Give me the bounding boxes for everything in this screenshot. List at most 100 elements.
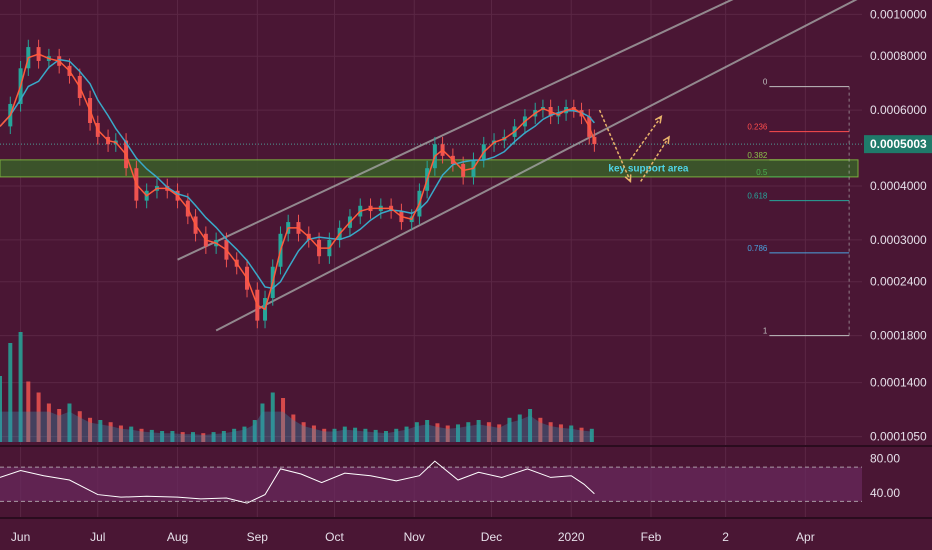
volume-bar <box>67 403 72 442</box>
volume-bar <box>373 429 378 442</box>
x-tick-label: Jul <box>90 530 105 544</box>
volume-bar <box>322 428 327 442</box>
fib-level-label: 0.786 <box>747 244 768 253</box>
x-tick-label: Jun <box>11 530 30 544</box>
x-tick-label: 2 <box>722 530 729 544</box>
volume-bar <box>394 428 399 442</box>
volume-bar <box>569 425 574 442</box>
volume-bar <box>579 427 584 442</box>
y-tick-label: 0.0001050 <box>870 430 927 444</box>
volume-bar <box>486 422 491 442</box>
volume-bar <box>0 376 2 442</box>
y-tick-label: 0.0003000 <box>870 233 927 247</box>
volume-bar <box>211 432 216 442</box>
volume-bar <box>507 417 512 442</box>
volume-bar <box>139 428 144 442</box>
volume-bar <box>270 392 275 442</box>
volume-bar <box>252 420 257 442</box>
support-zone-label: key support area <box>608 163 688 174</box>
volume-bar <box>342 426 347 442</box>
volume-bar <box>190 432 195 442</box>
fib-level-label: 0.236 <box>747 123 768 132</box>
volume-bar <box>558 424 563 442</box>
x-tick-label: 2020 <box>558 530 585 544</box>
volume-bar <box>180 432 185 442</box>
volume-bar <box>8 343 13 442</box>
volume-bar <box>445 425 450 442</box>
fib-level-label: 0.5 <box>756 168 768 177</box>
channel-line <box>215 0 858 332</box>
volume-bar <box>456 424 461 442</box>
volume-bar <box>221 431 226 442</box>
rsi-tick-label: 40.00 <box>870 486 900 500</box>
forecast-arrow <box>598 109 632 182</box>
candle-body <box>592 136 597 145</box>
y-tick-label: 0.0002400 <box>870 275 927 289</box>
volume-bar <box>98 420 103 442</box>
forecast-arrow <box>640 136 670 182</box>
y-tick-label: 0.0006000 <box>870 103 927 117</box>
volume-bar <box>466 422 471 442</box>
last-price-tag <box>864 135 932 154</box>
volume-bar <box>260 403 265 442</box>
y-tick-label: 0.0001800 <box>870 329 927 343</box>
volume-bar <box>88 417 93 442</box>
x-tick-label: Dec <box>481 530 502 544</box>
volume-bar <box>353 427 358 442</box>
rsi-line <box>0 460 595 504</box>
volume-bar <box>383 431 388 442</box>
channel-line <box>177 0 734 261</box>
volume-bar <box>57 409 62 442</box>
volume-bar <box>232 428 237 442</box>
volume-bar <box>291 414 296 442</box>
volume-bar <box>548 422 553 442</box>
volume-bar <box>404 426 409 442</box>
volume-bar <box>517 414 522 442</box>
y-tick-label: 0.0010000 <box>870 7 927 21</box>
forecast-arrow-head <box>624 174 632 184</box>
volume-bar <box>46 403 51 442</box>
volume-bar <box>363 428 368 442</box>
y-tick-label: 0.0001400 <box>870 376 927 390</box>
x-tick-label: Nov <box>404 530 425 544</box>
volume-bar <box>118 425 123 442</box>
volume-bar <box>242 426 247 442</box>
last-price-label: 0.0005003 <box>870 137 927 151</box>
volume-bar <box>170 431 175 442</box>
fib-level-label: 0 <box>763 78 768 87</box>
volume-bar <box>589 428 594 442</box>
fib-level-label: 1 <box>763 327 768 336</box>
x-tick-label: Apr <box>796 530 815 544</box>
rsi-tick-label: 80.00 <box>870 452 900 466</box>
volume-bar <box>301 422 306 442</box>
volume-bar <box>149 429 154 442</box>
ma-fast-line <box>0 53 596 311</box>
fib-level-label: 0.382 <box>747 151 768 160</box>
volume-bar <box>435 423 440 442</box>
volume-bar <box>201 433 206 442</box>
y-tick-label: 0.0008000 <box>870 49 927 63</box>
volume-bar <box>425 420 430 442</box>
x-tick-label: Oct <box>325 530 344 544</box>
volume-bar <box>160 431 165 442</box>
volume-bar <box>538 417 543 442</box>
volume-bar <box>476 420 481 442</box>
volume-bar <box>18 332 23 442</box>
y-tick-label: 0.0004000 <box>870 179 927 193</box>
volume-bar <box>36 392 41 442</box>
x-tick-label: Sep <box>247 530 269 544</box>
rsi-band <box>0 467 862 502</box>
volume-bar <box>414 422 419 442</box>
forecast-arrow-head <box>662 135 670 144</box>
volume-bar <box>281 398 286 442</box>
volume-bar <box>129 426 134 442</box>
forecast-arrow-head <box>654 115 663 124</box>
volume-bar <box>528 409 533 442</box>
volume-bar <box>77 411 82 442</box>
x-tick-label: Aug <box>167 530 188 544</box>
forecast-arrow <box>629 116 662 161</box>
volume-bar <box>332 428 337 442</box>
